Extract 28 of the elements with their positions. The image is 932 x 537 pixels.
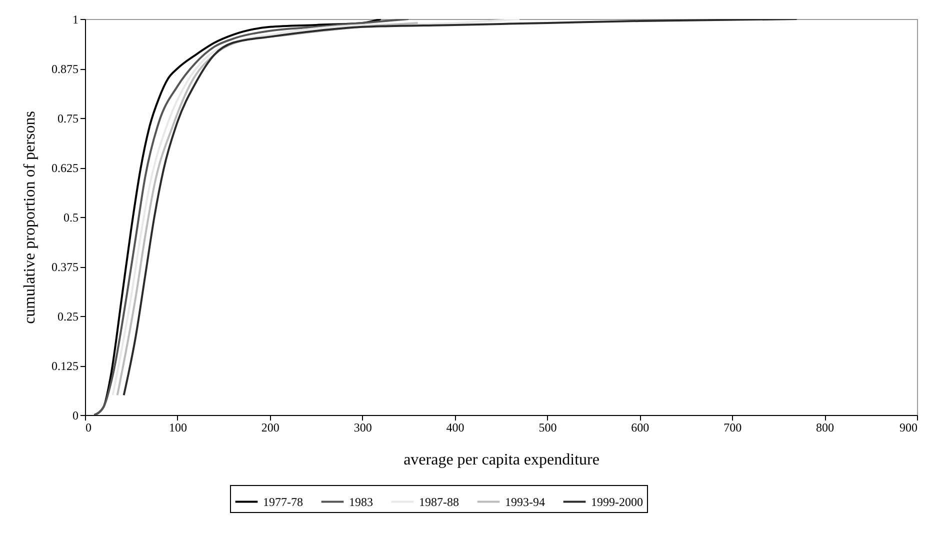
y-tick-label: 0.75 (58, 112, 78, 126)
x-tick-label: 100 (168, 420, 187, 434)
y-axis-title: cumulative proportion of persons (22, 111, 38, 324)
x-tick-label: 300 (354, 420, 372, 434)
x-tick-label: 600 (631, 420, 650, 434)
x-tick-label: 700 (724, 420, 742, 434)
x-tick-label: 500 (538, 420, 557, 434)
legend-label: 1999-2000 (591, 494, 643, 509)
x-tick-label: 200 (261, 420, 280, 434)
y-tick-label: 0.875 (52, 62, 78, 76)
x-tick-label: 400 (446, 420, 464, 434)
legend-label: 1977-78 (263, 494, 303, 509)
line-series (122, 19, 798, 396)
x-tick-label: 0 (86, 420, 92, 434)
legend-label: 1987-88 (419, 494, 459, 509)
y-tick-label: 1 (72, 12, 78, 26)
y-tick-label: 0.625 (52, 161, 78, 175)
y-tick-label: 0.25 (58, 310, 78, 324)
x-tick-label: 800 (816, 420, 834, 434)
y-tick-label: 0.5 (64, 210, 78, 224)
y-tick-label: 0.375 (52, 260, 78, 274)
legend-label: 1983 (349, 494, 373, 509)
y-tick-label: 0.125 (52, 359, 78, 373)
line-series (112, 19, 520, 396)
x-axis-title: average per capita expenditure (404, 452, 600, 468)
y-tick-label: 0 (72, 408, 78, 422)
legend-label: 1993-94 (505, 494, 545, 509)
x-tick-label: 900 (900, 420, 918, 434)
